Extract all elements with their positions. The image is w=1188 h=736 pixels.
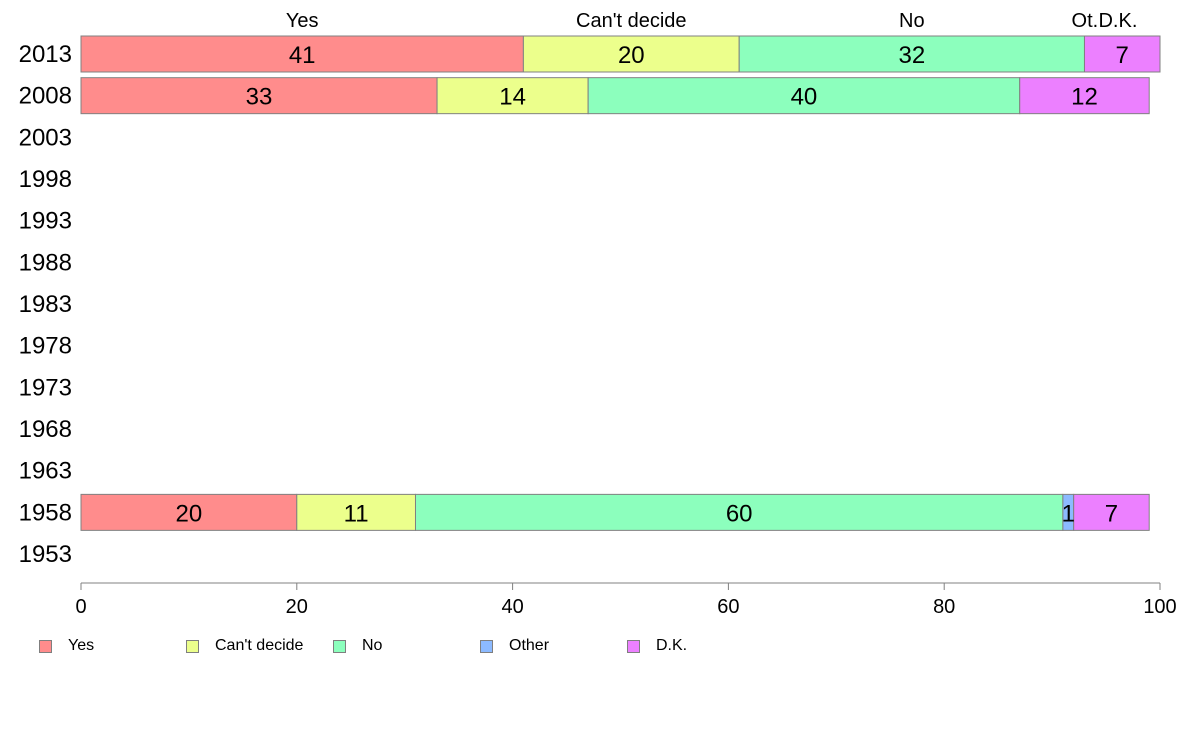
- category-label: 2013: [19, 41, 72, 68]
- series-top-label: Ot.: [1072, 10, 1099, 32]
- data-label: 12: [1071, 84, 1098, 111]
- category-label: 1973: [19, 374, 72, 401]
- bar-segment: [1083, 35, 1161, 73]
- legend-label: Yes: [68, 637, 95, 654]
- legend-item: Yes: [39, 637, 94, 655]
- series-top-label: D.K.: [1098, 10, 1137, 32]
- x-tick-label: 0: [75, 596, 86, 618]
- legend-swatch: [333, 639, 346, 653]
- category-label: 1983: [19, 291, 72, 318]
- series-top-label: No: [899, 10, 925, 32]
- bar-segment: [1073, 493, 1150, 531]
- data-label: 60: [726, 500, 753, 527]
- category-label: 1963: [19, 458, 72, 485]
- category-label: 1978: [19, 333, 72, 360]
- category-label: 1953: [19, 541, 72, 568]
- data-label: 11: [344, 500, 369, 527]
- category-label: 2008: [19, 83, 72, 110]
- bar-segment: [436, 77, 589, 115]
- category-label: 1958: [19, 499, 72, 526]
- legend-item: D.K.: [627, 637, 687, 655]
- bar-segment: [587, 77, 1021, 115]
- bar-segment: [522, 35, 740, 73]
- legend: Yes Can't decide No Other D.K.: [0, 637, 1188, 657]
- bar-segment: [80, 77, 438, 115]
- bar-segment: [738, 35, 1085, 73]
- bar-segment: [296, 493, 416, 531]
- category-label: 1968: [19, 416, 72, 443]
- category-label: 1993: [19, 208, 72, 235]
- x-tick-label: 60: [717, 596, 739, 618]
- legend-item: Other: [480, 637, 549, 655]
- legend-item: No: [333, 637, 382, 655]
- legend-label: No: [362, 637, 383, 654]
- data-label: 32: [898, 42, 925, 69]
- data-label: 41: [289, 42, 316, 69]
- category-label: 2003: [19, 124, 72, 151]
- category-label: 1998: [19, 166, 72, 193]
- category-label: 1988: [19, 249, 72, 276]
- data-label: 14: [499, 84, 526, 111]
- data-label: 40: [791, 84, 818, 111]
- data-label: 20: [618, 42, 645, 69]
- legend-swatch: [186, 639, 199, 653]
- data-label: 7: [1116, 42, 1129, 69]
- legend-label: D.K.: [656, 637, 688, 654]
- data-label: 33: [246, 84, 273, 111]
- x-tick-label: 80: [933, 596, 955, 618]
- legend-swatch: [480, 639, 493, 653]
- x-tick-label: 100: [1143, 596, 1176, 618]
- bar-segment: [80, 35, 524, 73]
- series-top-label: Can't decide: [576, 10, 687, 32]
- data-label: 20: [176, 500, 203, 527]
- legend-item: Can't decide: [186, 637, 303, 655]
- bar-segment: [1019, 77, 1150, 115]
- series-top-label: Yes: [286, 10, 319, 32]
- x-tick-label: 20: [286, 596, 308, 618]
- legend-swatch: [39, 639, 52, 653]
- data-label: 1: [1062, 500, 1075, 527]
- legend-swatch: [627, 639, 640, 653]
- bar-segment: [80, 493, 298, 531]
- legend-label: Can't decide: [215, 637, 304, 654]
- legend-label: Other: [509, 637, 550, 654]
- data-label: 7: [1105, 500, 1118, 527]
- x-tick-label: 40: [501, 596, 523, 618]
